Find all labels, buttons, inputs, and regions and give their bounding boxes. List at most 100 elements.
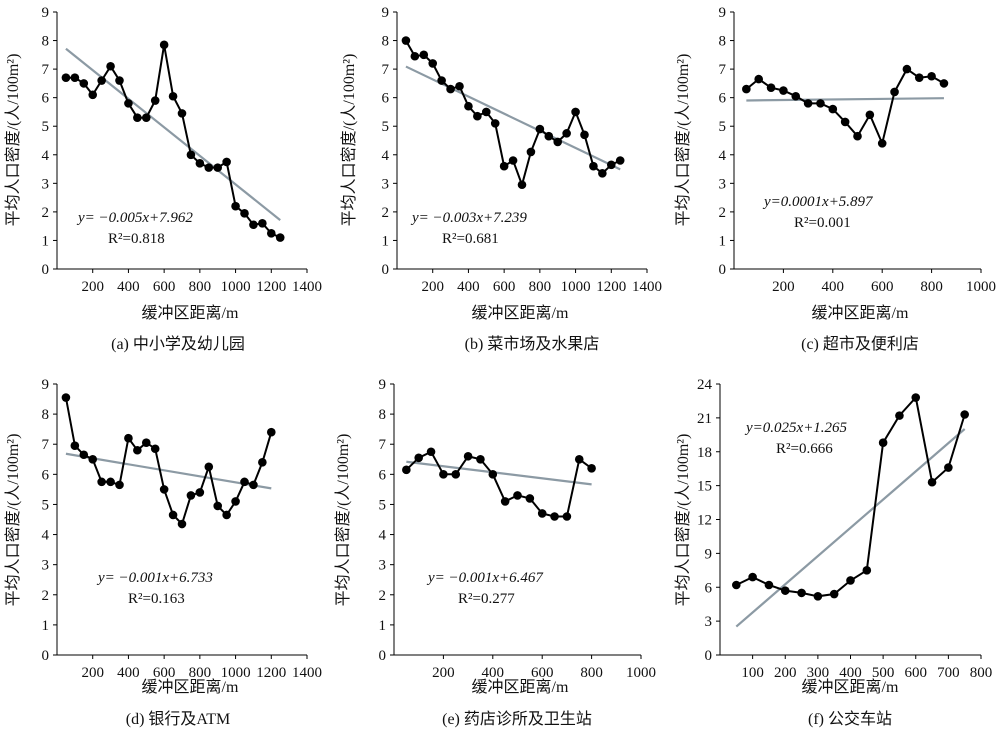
data-point — [890, 87, 899, 97]
x-tick-label: 800 — [970, 665, 993, 681]
chart-panel-a: 0 1 2 3 4 5 6 7 8 9 200 400 600 800 1000 1200 1400 y= −0.… — [4, 5, 322, 353]
data-point — [455, 81, 464, 91]
y-tick-label: 12 — [697, 513, 712, 529]
data-point — [177, 519, 187, 529]
x-tick-label: 1000 — [221, 665, 251, 681]
y-tick-label: 2 — [719, 205, 727, 221]
x-tick-label: 800 — [529, 279, 552, 295]
data-point — [186, 491, 196, 500]
data-point — [150, 96, 160, 105]
x-tick-label: 1000 — [626, 665, 656, 681]
data-point — [115, 76, 124, 85]
data-point — [748, 572, 757, 582]
data-point — [816, 99, 825, 108]
data-point — [213, 163, 223, 172]
data-point — [754, 74, 763, 84]
data-point — [878, 438, 888, 448]
y-tick-label: 0 — [382, 262, 390, 278]
r-squared-label: R²=0.163 — [128, 591, 185, 607]
data-point — [944, 463, 953, 472]
data-point — [402, 465, 411, 475]
panel-caption: (d) 银行及ATM — [126, 710, 230, 728]
x-axis-title: 缓冲区距离/m — [142, 304, 239, 322]
y-axis-title: 平均人口密度/(人/100m²) — [4, 434, 22, 607]
x-tick-label: 200 — [432, 665, 455, 681]
data-point — [927, 71, 936, 81]
data-point — [791, 91, 801, 101]
y-tick-label: 8 — [42, 407, 50, 423]
data-point — [97, 477, 106, 487]
y-axis-title: 平均人口密度/(人/100m²) — [674, 54, 692, 227]
r-squared-label: R²=0.681 — [442, 231, 499, 247]
x-tick-label: 600 — [531, 665, 554, 681]
data-point — [606, 160, 616, 170]
y-tick-label: 4 — [42, 148, 50, 164]
x-tick-label: 1200 — [596, 279, 626, 295]
data-point — [231, 497, 240, 506]
data-point — [464, 101, 473, 111]
panel-caption: (c) 超市及便利店 — [801, 335, 919, 353]
y-tick-label: 8 — [719, 34, 727, 50]
y-tick-label: 6 — [42, 467, 50, 483]
x-tick-label: 1400 — [632, 279, 662, 295]
data-point — [97, 76, 106, 85]
x-tick-label: 1000 — [966, 279, 996, 295]
data-point — [141, 438, 151, 448]
data-point — [473, 111, 482, 121]
trend-line — [406, 460, 592, 486]
data-point — [553, 137, 563, 147]
y-tick-label: 5 — [42, 119, 50, 135]
data-point — [732, 580, 741, 590]
data-point — [213, 501, 223, 511]
data-point — [240, 209, 249, 218]
data-point — [439, 470, 448, 479]
data-point — [222, 510, 231, 520]
y-tick-label: 4 — [379, 528, 387, 544]
data-point — [79, 79, 89, 88]
regression-equation: y=0.025x+1.265 — [744, 420, 848, 436]
y-tick-label: 2 — [379, 588, 387, 604]
x-axis-title: 缓冲区距离/m — [142, 678, 239, 696]
data-point — [490, 119, 500, 128]
data-point — [764, 580, 774, 590]
data-point — [513, 491, 522, 500]
x-tick-label: 1200 — [256, 279, 286, 295]
y-tick-label: 9 — [379, 377, 387, 393]
r-squared-label: R²=0.001 — [794, 215, 851, 231]
trend-line — [65, 47, 281, 221]
y-tick-label: 6 — [379, 467, 387, 483]
data-point — [177, 109, 187, 118]
x-tick-label: 1000 — [221, 279, 251, 295]
data-point — [797, 588, 806, 598]
x-tick-label: 100 — [741, 665, 764, 681]
data-point — [508, 156, 518, 165]
data-point — [481, 107, 491, 117]
y-tick-label: 18 — [697, 445, 712, 461]
data-point — [615, 156, 625, 165]
x-tick-label: 600 — [153, 279, 176, 295]
r-squared-label: R²=0.818 — [108, 231, 165, 247]
data-point — [742, 84, 751, 94]
panel-caption: (f) 公交车站 — [808, 710, 892, 728]
data-point — [463, 451, 473, 461]
data-point — [186, 150, 196, 160]
y-tick-label: 7 — [379, 437, 387, 453]
y-axis-title: 平均人口密度/(人/100m²) — [674, 434, 692, 607]
chart-panel-f: 0 3 6 9 12 15 18 21 24 100 200 300 400 500 600 700 800 y=… — [674, 377, 992, 728]
regression-equation: y= −0.001x+6.467 — [426, 570, 544, 586]
y-tick-label: 3 — [42, 558, 50, 574]
trend-line — [735, 428, 966, 628]
data-point — [124, 433, 133, 443]
x-tick-label: 400 — [457, 279, 480, 295]
y-tick-label: 4 — [382, 148, 390, 164]
data-point — [939, 79, 949, 88]
y-tick-label: 2 — [382, 205, 390, 221]
data-point — [426, 447, 436, 457]
data-point — [133, 445, 142, 455]
data-point — [195, 488, 205, 497]
data-point — [544, 131, 554, 141]
data-point — [222, 157, 231, 167]
y-tick-label: 3 — [379, 558, 387, 574]
data-point — [159, 40, 169, 50]
